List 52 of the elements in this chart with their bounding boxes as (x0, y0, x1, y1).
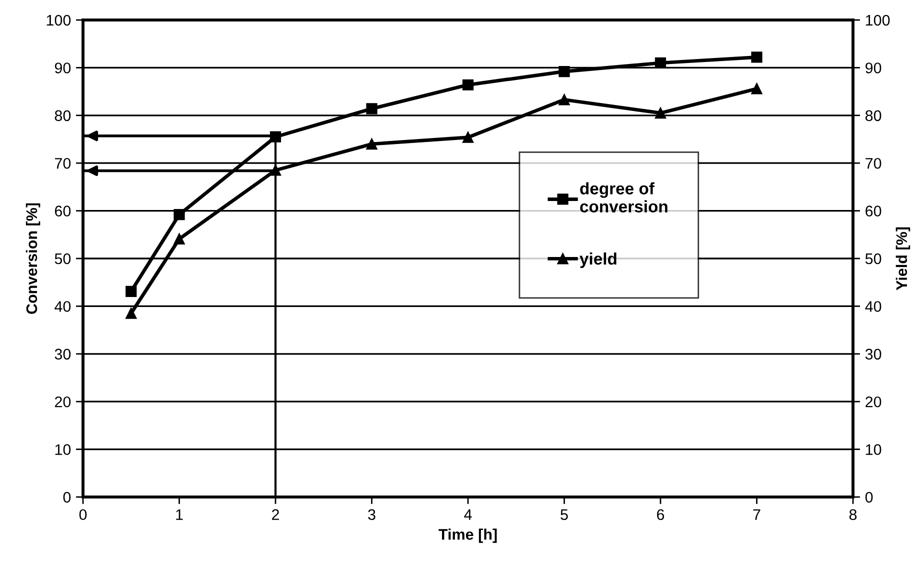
y2-tick-label: 100 (866, 14, 890, 26)
x-tick-label: 8 (849, 509, 857, 520)
point (462, 132, 474, 143)
point (366, 138, 378, 150)
y-tick-label: 10 (55, 444, 71, 455)
x-axis-title: Time [h] (438, 528, 497, 543)
y-tick-label: 80 (54, 110, 71, 122)
x-tick-label: 1 (176, 509, 183, 520)
x-tick-label: 6 (657, 509, 664, 520)
y-tick-label: 90 (54, 62, 71, 74)
point (126, 308, 137, 319)
legend-label: yield (580, 252, 616, 268)
point (270, 131, 282, 142)
point (654, 57, 666, 68)
y-tick-label: 30 (54, 348, 71, 360)
y2-tick-label: 90 (866, 62, 882, 74)
y-tick-label: 20 (54, 396, 71, 408)
y-tick-label: 60 (54, 206, 71, 216)
y2-tick-label: 50 (865, 253, 882, 264)
y2-axis-title: Yield [%] (896, 227, 910, 290)
point (654, 107, 666, 119)
y2-tick-label: 10 (866, 444, 882, 455)
point (558, 94, 570, 106)
point (366, 103, 378, 114)
x-tick-label: 2 (272, 509, 279, 520)
point (174, 233, 185, 244)
y-tick-label: 0 (63, 492, 71, 503)
point (126, 286, 137, 297)
y-tick-label: 100 (46, 14, 71, 26)
x-tick-label: 0 (79, 509, 87, 520)
legend-label: degree of conversion (580, 182, 668, 212)
point (558, 66, 570, 78)
y2-tick-label: 70 (866, 158, 882, 169)
y2-tick-label: 80 (865, 110, 882, 122)
y2-tick-label: 0 (865, 492, 873, 503)
point (270, 164, 282, 176)
x-tick-label: 3 (368, 509, 376, 520)
y2-tick-label: 30 (865, 348, 882, 360)
point (751, 52, 762, 63)
x-tick-label: 5 (560, 509, 568, 520)
y-tick-label: 70 (54, 158, 71, 169)
point (751, 83, 762, 94)
x-tick-label: 7 (753, 509, 760, 520)
y-axis-title: Conversion [%] (26, 203, 40, 314)
x-tick-label: 4 (464, 509, 472, 520)
y2-tick-label: 60 (866, 206, 882, 216)
point (174, 209, 185, 220)
y2-tick-label: 20 (866, 396, 882, 408)
y2-tick-label: 40 (865, 301, 882, 312)
y-tick-label: 50 (54, 253, 71, 264)
y-tick-label: 40 (54, 301, 71, 312)
point (462, 79, 474, 90)
